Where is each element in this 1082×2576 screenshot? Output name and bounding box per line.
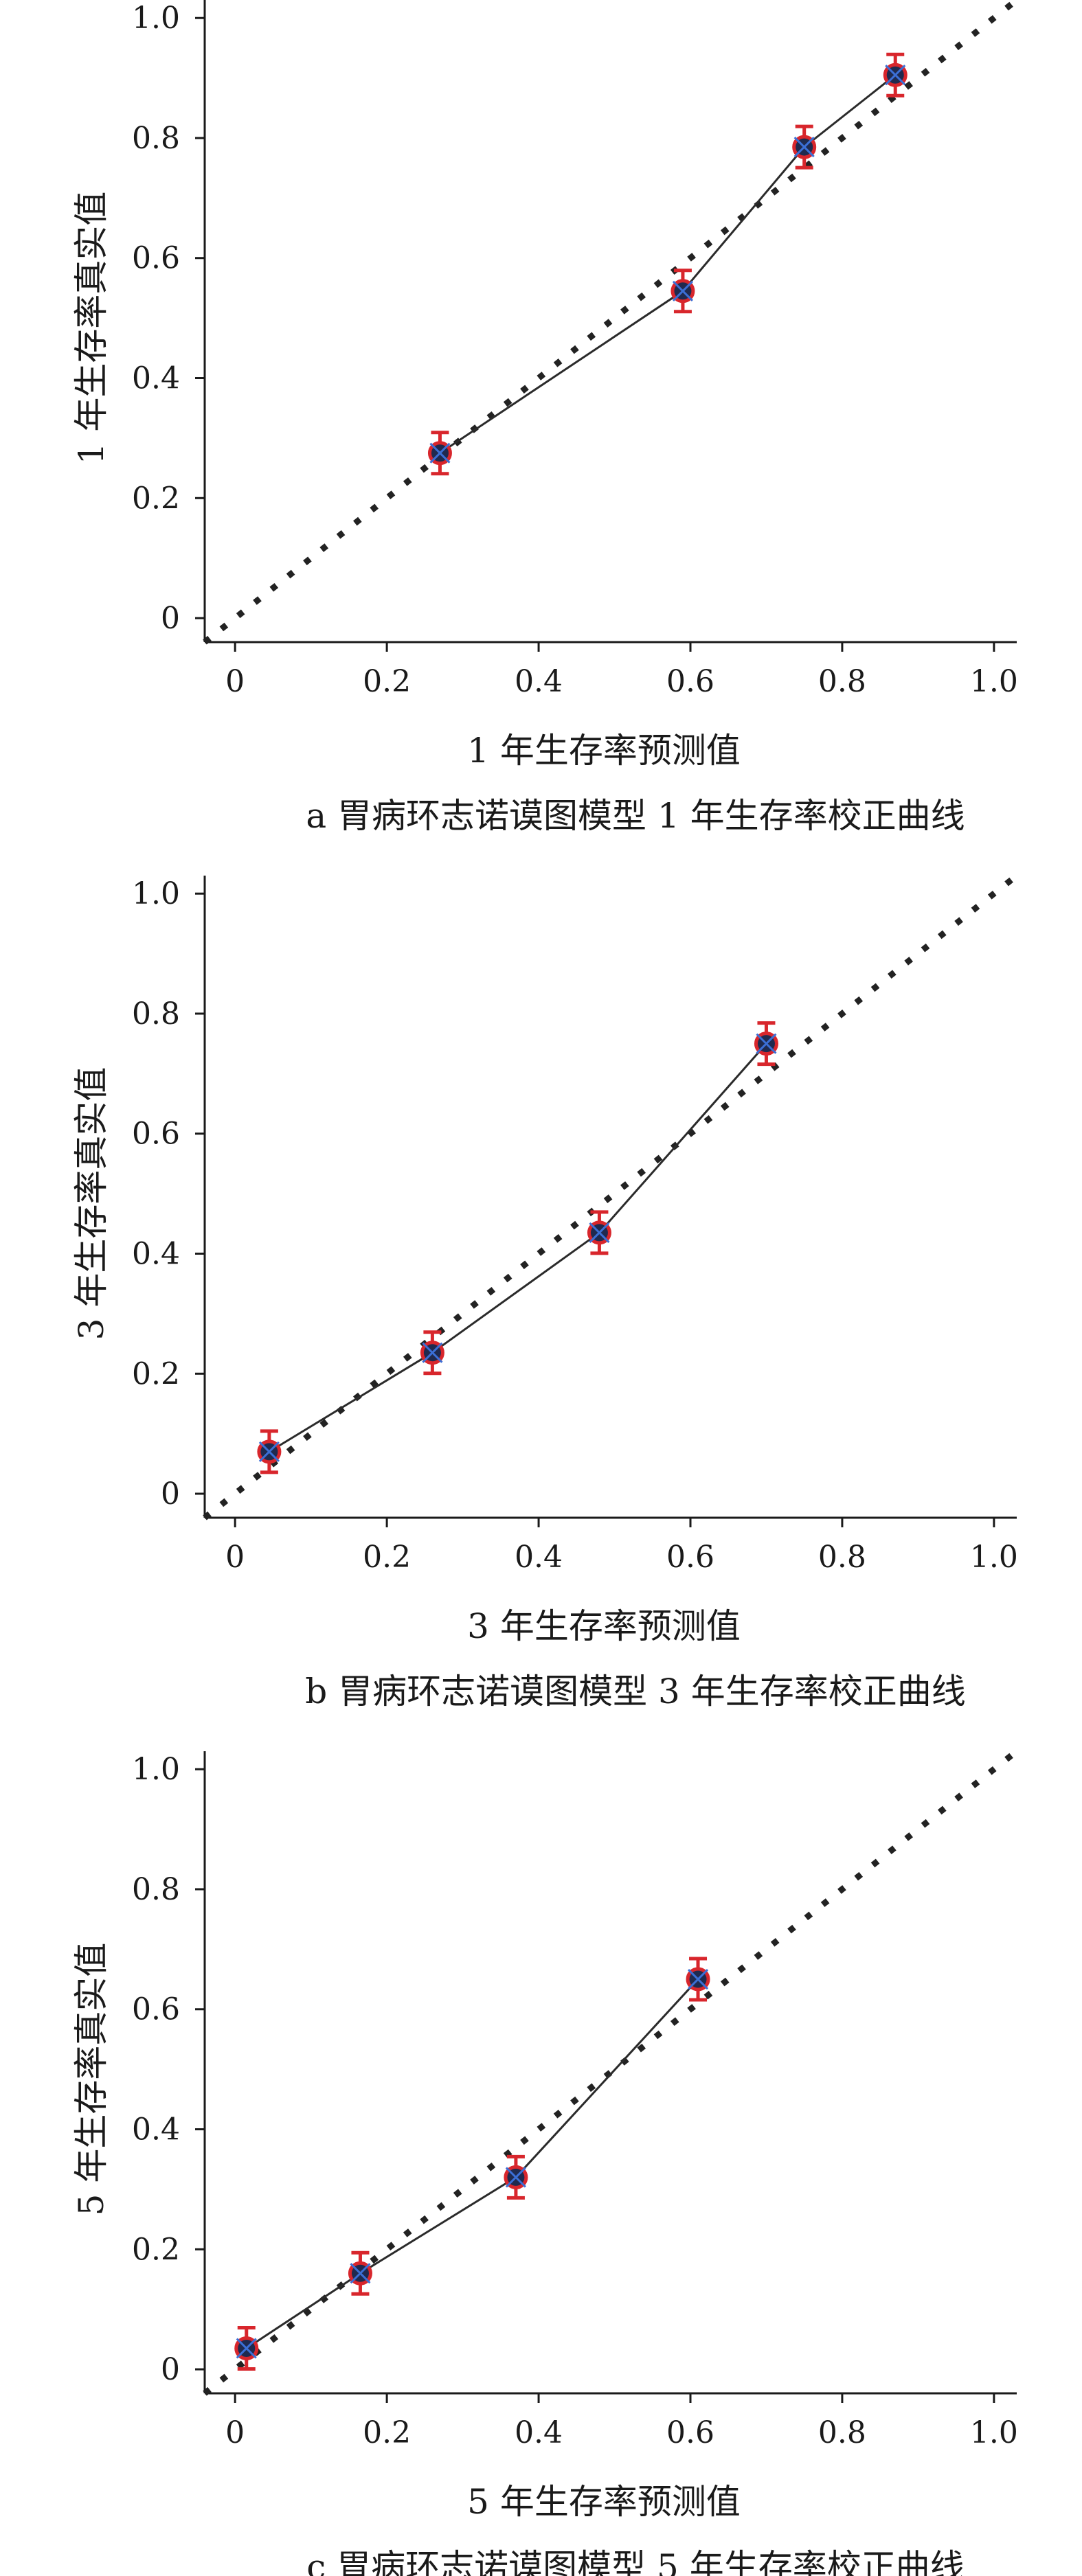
- x-axis-title: 3 年生存率预测值: [467, 1606, 741, 1646]
- x-tick-label: 1.0: [970, 2415, 1018, 2450]
- y-axis-title: 3 年生存率真实值: [71, 1067, 111, 1341]
- point-cross: [505, 2167, 526, 2188]
- calibration-point: [686, 1957, 710, 2002]
- point-cross: [589, 1222, 610, 1243]
- calibration-line: [269, 1042, 767, 1453]
- y-tick-label: 1.0: [132, 1, 180, 36]
- y-tick-label: 0.6: [132, 241, 180, 276]
- y-tick-label: 0.8: [132, 121, 180, 156]
- y-tick-label: 0.8: [132, 1872, 180, 1907]
- x-tick-label: 0: [225, 664, 245, 699]
- calibration-point: [504, 2154, 528, 2200]
- point-cross: [258, 1441, 280, 1462]
- calibration-line: [245, 1979, 699, 2349]
- y-tick-label: 0.2: [132, 481, 180, 516]
- figure-caption: a 胃病环志诺谟图模型 1 年生存率校正曲线: [306, 796, 965, 836]
- reference-line: [203, 0, 1019, 645]
- x-tick-label: 0.2: [363, 2415, 411, 2450]
- chart-panel-1: 0 0.2 0.4 0.6 0.8 1.0 0 0.2 0.4 0.6 0.8 1.0 1 年生存率预测…: [71, 0, 1019, 836]
- x-tick-label: 0.4: [515, 664, 563, 699]
- y-tick-label: 0.6: [132, 1117, 180, 1152]
- calibration-point: [348, 2250, 372, 2296]
- x-tick-label: 0.4: [515, 2415, 563, 2450]
- y-axis-title: 1 年生存率真实值: [71, 192, 111, 465]
- point-cross: [422, 1342, 443, 1363]
- calibration-point: [427, 431, 452, 476]
- x-axis-title: 1 年生存率预测值: [467, 731, 741, 771]
- x-tick-label: 0.8: [818, 2415, 866, 2450]
- chart-panel-2: 0 0.2 0.4 0.6 0.8 1.0 0 0.2 0.4 0.6 0.8 1.0 3 年生存率预测…: [71, 873, 1019, 1711]
- y-tick-label: 0: [161, 1477, 180, 1512]
- calibration-point: [234, 2325, 259, 2371]
- y-tick-label: 0.4: [132, 361, 180, 396]
- calibration-point: [883, 52, 908, 98]
- y-axis-title: 5 年生存率真实值: [71, 1943, 111, 2216]
- y-tick-label: 0.6: [132, 1992, 180, 2027]
- calibration-point: [670, 269, 695, 314]
- x-tick-label: 0.6: [666, 664, 714, 699]
- x-tick-label: 0.6: [666, 1540, 714, 1575]
- calibration-point: [257, 1429, 282, 1474]
- x-tick-label: 1.0: [970, 1540, 1018, 1575]
- point-cross: [687, 1968, 709, 1990]
- y-tick-label: 0.2: [132, 2232, 180, 2267]
- x-tick-label: 0.8: [818, 1540, 866, 1575]
- y-tick-label: 0.4: [132, 1237, 180, 1272]
- x-tick-label: 0.6: [666, 2415, 714, 2450]
- point-cross: [885, 65, 906, 86]
- point-cross: [756, 1033, 777, 1054]
- figure-caption: b 胃病环志诺谟图模型 3 年生存率校正曲线: [305, 1672, 966, 1711]
- figure-caption: c 胃病环志诺谟图模型 5 年生存率校正曲线: [306, 2547, 965, 2576]
- reference-line: [203, 873, 1019, 1520]
- calibration-line: [439, 74, 897, 454]
- point-cross: [672, 280, 694, 301]
- x-tick-label: 0.2: [363, 664, 411, 699]
- x-tick-label: 0: [225, 1540, 245, 1575]
- point-cross: [429, 442, 451, 464]
- calibration-point: [420, 1330, 444, 1376]
- y-tick-label: 0: [161, 601, 180, 636]
- x-tick-label: 0.2: [363, 1540, 411, 1575]
- calibration-point: [792, 124, 817, 170]
- y-tick-label: 0.2: [132, 1356, 180, 1391]
- point-cross: [236, 2338, 257, 2359]
- x-tick-label: 1.0: [970, 664, 1018, 699]
- x-tick-label: 0.4: [515, 1540, 563, 1575]
- point-cross: [793, 137, 815, 158]
- point-cross: [350, 2263, 371, 2284]
- chart-panel-3: 0 0.2 0.4 0.6 0.8 1.0 0 0.2 0.4 0.6 0.8 1.0 5 年生存率预测…: [71, 1748, 1019, 2576]
- calibration-point: [587, 1210, 611, 1255]
- x-tick-label: 0: [225, 2415, 245, 2450]
- reference-line: [203, 1748, 1019, 2396]
- x-axis-title: 5 年生存率预测值: [467, 2482, 741, 2522]
- y-tick-label: 0.8: [132, 996, 180, 1031]
- y-tick-label: 0: [161, 2352, 180, 2387]
- x-tick-label: 0.8: [818, 664, 866, 699]
- y-tick-label: 0.4: [132, 2112, 180, 2147]
- calibration-point: [754, 1021, 778, 1067]
- y-tick-label: 1.0: [132, 1752, 180, 1787]
- y-tick-label: 1.0: [132, 876, 180, 911]
